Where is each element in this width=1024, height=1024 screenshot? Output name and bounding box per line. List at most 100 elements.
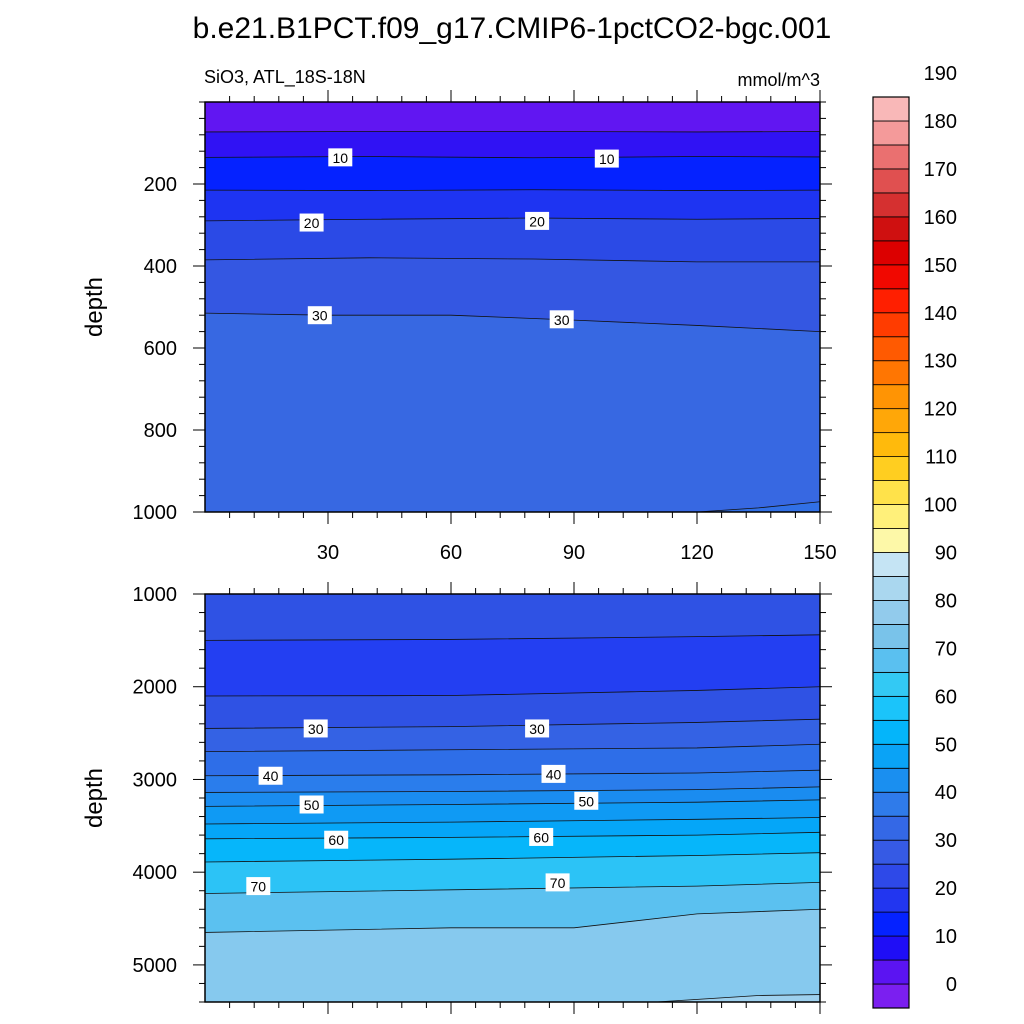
colorbar-frame <box>872 96 910 1009</box>
contour-label-text: 70 <box>251 879 267 895</box>
contour-line <box>205 634 820 641</box>
contour-label: 70 <box>545 873 570 892</box>
contour-label: 50 <box>299 795 324 814</box>
colorbar-swatch <box>872 791 910 817</box>
contour-label: 10 <box>594 149 619 168</box>
colorbar-swatch <box>872 552 910 577</box>
contour-label: 10 <box>328 148 353 167</box>
y-tick-label: 4000 <box>133 862 178 884</box>
contour-line <box>205 257 820 263</box>
colorbar-tick-label: 120 <box>924 399 957 421</box>
colorbar-swatch <box>872 959 910 985</box>
colorbar-tick-label: 80 <box>935 590 957 612</box>
contour-label-text: 50 <box>579 793 595 809</box>
contour-line <box>205 312 820 332</box>
colorbar-swatch <box>872 647 910 673</box>
colorbar-swatch <box>872 312 910 338</box>
colorbar-swatch <box>872 576 910 601</box>
colorbar-swatch <box>872 96 910 122</box>
colorbar-tick-label: 40 <box>935 782 957 804</box>
colorbar-swatch <box>872 719 910 745</box>
contour-label: 40 <box>258 766 283 785</box>
colorbar-tick-label: 50 <box>935 734 957 756</box>
colorbar-swatch <box>872 168 910 194</box>
colorbar-swatch <box>872 695 910 721</box>
colorbar-swatch <box>872 767 910 793</box>
colorbar-tick-label: 130 <box>924 351 957 373</box>
colorbar-swatch <box>872 288 910 314</box>
colorbar-swatch <box>872 240 910 266</box>
contour-line <box>205 994 820 1002</box>
contour-line <box>205 743 820 753</box>
colorbar-swatch <box>872 839 910 865</box>
contour-label: 20 <box>299 213 324 232</box>
contour-line <box>205 718 820 729</box>
contour-label: 30 <box>525 719 550 738</box>
y-tick-label: 1000 <box>133 502 178 524</box>
colorbar-swatch <box>872 815 910 841</box>
colorbar-swatch <box>872 360 910 386</box>
colorbar-swatch <box>872 456 910 481</box>
y-tick-label: 400 <box>144 256 177 278</box>
colorbar-swatch <box>872 935 910 961</box>
upper-panel: 10 10 20 20 30 30 200 400 600 800 1000 depth 30 60 90 1… <box>81 90 837 564</box>
colorbar-swatch <box>872 911 910 937</box>
x-tick-label: 150 <box>803 542 836 564</box>
y-tick-label: 2000 <box>133 677 178 699</box>
contour-line <box>205 501 820 512</box>
colorbar-tick-label: 70 <box>935 638 957 660</box>
contour-line <box>205 189 820 191</box>
contour-line <box>205 686 820 697</box>
contour-label-text: 10 <box>333 150 349 166</box>
colorbar-swatch <box>872 600 910 625</box>
contour-label-text: 40 <box>546 766 562 782</box>
colorbar-swatch <box>872 624 910 649</box>
contour-label-text: 20 <box>304 215 320 231</box>
colorbar-swatch <box>872 216 910 242</box>
colorbar-swatch <box>872 480 910 505</box>
y-tick-label: 200 <box>144 174 177 196</box>
colorbar-swatch <box>872 743 910 769</box>
x-tick-label: 120 <box>680 542 713 564</box>
colorbar-swatch <box>872 264 910 290</box>
contour-line <box>205 817 820 825</box>
contour-label: 70 <box>246 877 271 896</box>
colorbar-tick-label: 100 <box>924 495 957 517</box>
contour-label: 30 <box>307 306 332 325</box>
colorbar-swatch <box>872 887 910 913</box>
y-axis-label: depth <box>81 277 108 337</box>
colorbar-tick-label: 170 <box>924 159 957 181</box>
colorbar-swatch <box>872 432 910 458</box>
contour-line <box>205 852 820 863</box>
colorbar-swatch <box>872 671 910 697</box>
contour-label: 20 <box>525 211 550 230</box>
colorbar-tick-label: 90 <box>935 543 957 565</box>
y-axis-label: depth <box>81 768 108 828</box>
contour-label-text: 40 <box>263 768 279 784</box>
colorbar-tick-label: 190 <box>924 63 957 85</box>
colorbar-tick-label: 110 <box>925 447 957 469</box>
x-tick-label: 90 <box>563 542 585 564</box>
colorbar-tick-label: 180 <box>924 111 957 133</box>
colorbar-swatch <box>872 192 910 218</box>
contour-band-fill <box>205 102 820 132</box>
contour-label-text: 30 <box>554 312 570 328</box>
colorbar-tick-label: 30 <box>935 830 957 852</box>
contour-label-text: 50 <box>304 797 320 813</box>
colorbar-swatch <box>872 144 910 170</box>
contour-label-text: 10 <box>599 151 615 167</box>
units-label: mmol/m^3 <box>738 70 820 90</box>
contour-band-fill <box>205 594 820 641</box>
colorbar: 0 10 20 30 40 50 60 70 80 90 100 110 120 130 140 150 160… <box>872 63 957 1009</box>
contour-label: 30 <box>303 719 328 738</box>
colorbar-swatch <box>872 528 910 553</box>
contour-label: 30 <box>549 310 574 329</box>
y-tick-label: 1000 <box>133 584 178 606</box>
contour-label-text: 30 <box>529 721 545 737</box>
contour-label: 50 <box>574 791 599 810</box>
colorbar-tick-label: 160 <box>924 207 957 229</box>
variable-label: SiO3, ATL_18S-18N <box>204 67 366 88</box>
colorbar-tick-label: 20 <box>935 878 957 900</box>
contour-label: 60 <box>324 830 349 849</box>
